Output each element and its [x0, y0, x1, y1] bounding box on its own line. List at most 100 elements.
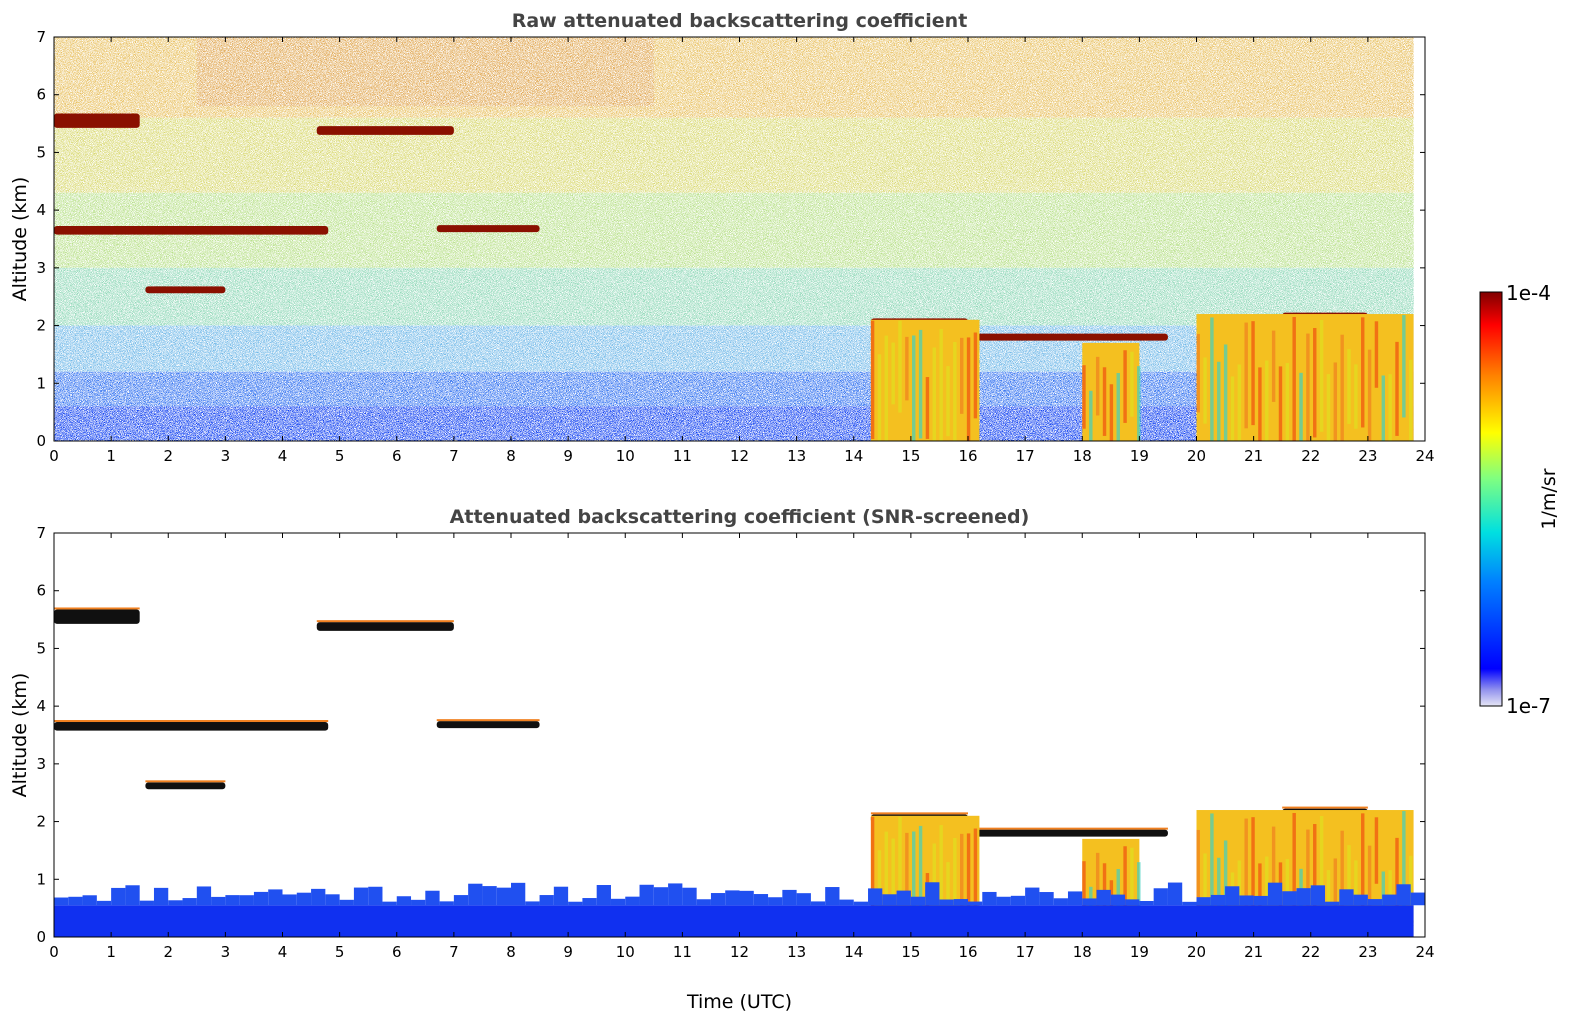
- boundary-layer-edge: [868, 888, 883, 906]
- y-tick-label: 1: [36, 870, 46, 888]
- precipitation-streak: [960, 337, 964, 414]
- y-tick-label: 2: [36, 813, 46, 831]
- cloud-layer: [54, 226, 329, 235]
- precipitation-streak: [1109, 384, 1114, 441]
- cloud-layer-edge: [316, 620, 454, 623]
- cloud-layer: [54, 113, 140, 128]
- boundary-layer-edge: [1167, 882, 1183, 906]
- x-tick-label: 8: [506, 943, 516, 961]
- y-axis-label: Altitude (km): [9, 177, 31, 302]
- boundary-layer-edge: [153, 887, 169, 906]
- boundary-layer-edge: [582, 898, 597, 906]
- boundary-layer-edge: [1025, 887, 1040, 906]
- x-axis: 0 1 2 3 4 5 6 7 8 9 10 11 12 13 14 15 16 17 18 19 20 21 22 23 24: [49, 37, 1435, 465]
- boundary-layer-edge: [653, 887, 669, 906]
- precipitation-streak: [1306, 333, 1310, 441]
- precipitation-streak: [953, 837, 957, 937]
- precipitation-streak: [1395, 341, 1399, 436]
- precipitation-streak: [946, 366, 950, 437]
- precipitation-streak: [1292, 316, 1296, 441]
- boundary-layer-edge: [468, 883, 483, 906]
- y-tick-label: 4: [36, 697, 46, 715]
- boundary-layer-edge: [639, 884, 654, 906]
- precipitation-streak: [1313, 328, 1317, 438]
- x-tick-label: 17: [1016, 943, 1035, 961]
- colorbar-max-label: 1e-4: [1506, 281, 1551, 305]
- x-tick-label: 16: [958, 943, 977, 961]
- boundary-layer-edge: [1067, 891, 1083, 906]
- boundary-layer-edge: [253, 891, 269, 906]
- boundary-layer-edge: [339, 899, 354, 906]
- precipitation-streak: [1217, 361, 1221, 441]
- x-tick-label: 19: [1130, 447, 1149, 465]
- precipitation-streak: [1210, 813, 1214, 937]
- y-tick-label: 4: [36, 201, 46, 219]
- cloud-layer: [316, 126, 454, 135]
- x-tick-label: 4: [278, 943, 288, 961]
- precipitation-streak: [1292, 812, 1296, 937]
- x-tick-label: 14: [844, 447, 863, 465]
- x-tick-label: 6: [392, 943, 402, 961]
- boundary-layer-edge: [896, 890, 911, 906]
- precipitation-streak: [1203, 357, 1207, 424]
- boundary-layer-edge: [910, 896, 926, 906]
- x-tick-label: 16: [958, 447, 977, 465]
- boundary-layer-edge: [239, 895, 254, 906]
- cloud-layer: [968, 333, 1168, 341]
- x-tick-label: 22: [1301, 943, 1320, 961]
- noise-grain: [54, 37, 1414, 441]
- x-tick-label: 19: [1130, 943, 1149, 961]
- precipitation-streak: [1313, 824, 1317, 934]
- precipitation-streak: [898, 816, 902, 909]
- precipitation-streak: [1137, 366, 1141, 441]
- precipitation-streak: [877, 354, 882, 441]
- boundary-layer-edge: [96, 900, 112, 906]
- boundary-layer-edge: [1125, 899, 1140, 906]
- precipitation-streak: [1361, 317, 1365, 428]
- boundary-layer-edge: [196, 886, 212, 906]
- colorbar-gradient: [1479, 291, 1503, 707]
- boundary-layer-edge: [1196, 897, 1211, 906]
- cloud-layer-edge: [870, 812, 968, 815]
- precipitation-streak: [966, 337, 971, 441]
- boundary-layer-edge: [1139, 900, 1154, 906]
- boundary-layer-edge: [810, 901, 826, 906]
- boundary-layer-edge: [125, 885, 140, 906]
- x-tick-label: 13: [787, 447, 806, 465]
- boundary-layer-edge: [1396, 884, 1411, 906]
- x-axis: 0 1 2 3 4 5 6 7 8 9 10 11 12 13 14 15 16 17 18 19 20 21 22 23 24: [49, 533, 1435, 961]
- precipitation-streak: [1354, 860, 1358, 925]
- x-tick-label: 0: [49, 447, 59, 465]
- x-tick-label: 5: [335, 943, 345, 961]
- precipitation-streak: [1367, 349, 1372, 441]
- precipitation-streak: [870, 816, 875, 936]
- cloud-layer-edge: [54, 720, 329, 723]
- boundary-layer-edge: [553, 886, 569, 906]
- boundary-layer-edge: [1010, 895, 1026, 906]
- boundary-layer-edge: [625, 896, 640, 906]
- precipitation-streak: [898, 320, 902, 413]
- boundary-layer-edge: [139, 900, 154, 906]
- boundary-layer-edge: [368, 886, 383, 906]
- x-tick-label: 23: [1358, 447, 1377, 465]
- cloud-layer-edge: [436, 719, 540, 722]
- boundary-layer-edge: [411, 899, 426, 906]
- noise-background: [54, 37, 1414, 441]
- precipitation-streak: [1095, 356, 1100, 416]
- precipitation-streak: [905, 832, 909, 897]
- boundary-layer-edge: [710, 893, 726, 906]
- x-tick-label: 1: [106, 943, 116, 961]
- y-tick-label: 7: [36, 28, 46, 46]
- boundary-layer-edge: [353, 887, 369, 906]
- cloud-layer: [145, 286, 226, 294]
- precipitation-streak: [939, 825, 943, 937]
- precipitation-streak: [1130, 847, 1134, 913]
- precipitation-streak: [1374, 321, 1379, 388]
- boundary-layer-edge: [768, 897, 783, 906]
- precipitation-streak: [1381, 375, 1386, 441]
- boundary-layer-edge: [168, 900, 183, 906]
- boundary-layer-edge: [1410, 892, 1425, 906]
- boundary-layer-edge: [596, 885, 611, 906]
- boundary-layer-edge: [68, 896, 83, 906]
- cloud-layer-edge: [1282, 806, 1368, 809]
